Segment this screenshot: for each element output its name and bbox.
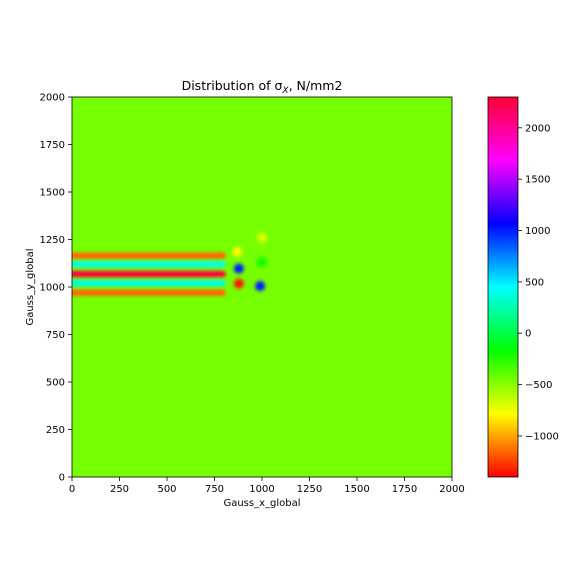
colorbar-tick-label: −1000 — [525, 431, 559, 442]
colorbar-ticks: 2000 1500 1000 500 0 −500 −1000 — [518, 123, 559, 442]
y-tick-label: 0 — [59, 473, 65, 484]
colorbar-gradient — [487, 96, 519, 478]
y-axis-label: Gauss_y_global — [25, 248, 36, 325]
colorbar-tick-label: 500 — [525, 277, 544, 288]
chart-title: Distribution of σX, N/mm2 — [182, 78, 343, 96]
stress-spot — [233, 278, 244, 289]
y-axis: 0 250 500 750 1000 1250 1500 1750 2000 — [40, 93, 72, 484]
y-tick-label: 500 — [46, 378, 65, 389]
y-tick-label: 1500 — [40, 188, 65, 199]
x-tick-label: 1750 — [392, 484, 417, 495]
y-tick-label: 2000 — [40, 93, 65, 104]
colorbar-tick-label: 1000 — [525, 226, 550, 237]
stress-band — [72, 270, 226, 278]
stress-spot — [257, 232, 267, 243]
x-tick-label: 2000 — [439, 484, 464, 495]
stress-spot — [255, 281, 266, 292]
stress-band — [72, 261, 226, 268]
y-tick-label: 250 — [46, 425, 65, 436]
x-tick-label: 1000 — [249, 484, 274, 495]
stress-band — [72, 289, 226, 296]
colorbar-tick-label: −500 — [525, 380, 552, 391]
x-axis-label: Gauss_x_global — [223, 498, 300, 509]
y-tick-label: 1750 — [40, 140, 65, 151]
x-tick-label: 250 — [110, 484, 129, 495]
colorbar-tick-label: 2000 — [525, 123, 550, 134]
x-tick-label: 1500 — [344, 484, 369, 495]
x-tick-label: 0 — [69, 484, 75, 495]
stress-spot — [233, 263, 244, 274]
stress-spot — [232, 246, 243, 257]
x-tick-label: 750 — [205, 484, 224, 495]
x-tick-label: 1250 — [297, 484, 322, 495]
stress-spot — [257, 257, 267, 268]
y-tick-label: 750 — [46, 330, 65, 341]
stress-band — [72, 252, 226, 259]
colorbar-tick-label: 0 — [525, 329, 531, 340]
heatmap-plot-area — [71, 96, 453, 478]
y-tick-label: 1250 — [40, 235, 65, 246]
colorbar: 2000 1500 1000 500 0 −500 −1000 — [487, 96, 559, 478]
colorbar-tick-label: 1500 — [525, 175, 550, 186]
y-tick-label: 1000 — [40, 283, 65, 294]
x-tick-label: 500 — [157, 484, 176, 495]
x-axis: 0 250 500 750 1000 1250 1500 1750 2000 — [69, 477, 465, 495]
stress-band — [72, 280, 226, 287]
